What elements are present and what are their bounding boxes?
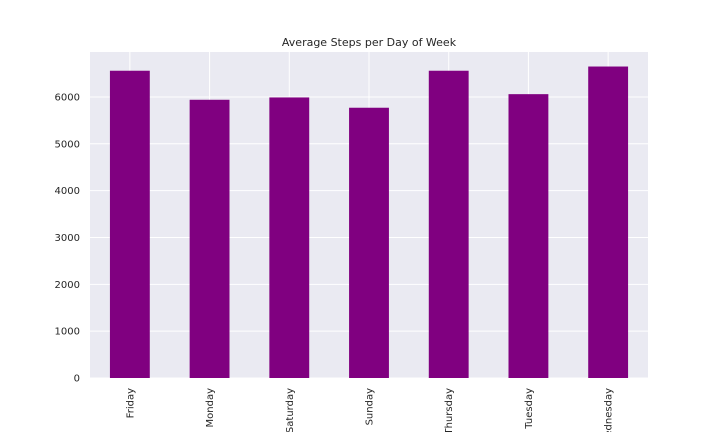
x-tick-label: Saturday bbox=[285, 388, 296, 432]
bar-friday bbox=[109, 70, 150, 379]
bar-thursday bbox=[428, 70, 469, 379]
bar-wednesday bbox=[588, 66, 629, 379]
x-tick-label: Wednesday bbox=[604, 388, 615, 432]
y-axis-ticks: 0 1000 2000 3000 4000 5000 6000 bbox=[55, 92, 80, 384]
bar-sunday bbox=[349, 107, 389, 379]
y-tick-label: 4000 bbox=[55, 186, 80, 197]
x-tick-label: Monday bbox=[205, 388, 216, 428]
y-tick-label: 2000 bbox=[55, 280, 80, 291]
y-tick-label: 3000 bbox=[55, 233, 80, 244]
y-tick-label: 1000 bbox=[55, 327, 80, 338]
bar-saturday bbox=[269, 97, 310, 379]
bar-tuesday bbox=[508, 94, 549, 378]
x-axis-ticks: Friday Monday Saturday Sunday Thursday Tuesda… bbox=[125, 388, 615, 437]
x-tick-label: Thursday bbox=[444, 388, 455, 432]
bar-monday bbox=[189, 99, 230, 378]
x-tick-label: Sunday bbox=[365, 388, 376, 425]
y-tick-label: 0 bbox=[74, 374, 80, 385]
x-tick-label: Tuesday bbox=[524, 388, 535, 430]
y-tick-label: 5000 bbox=[55, 139, 80, 150]
y-tick-label: 6000 bbox=[55, 92, 80, 103]
x-tick-label: Friday bbox=[125, 388, 136, 418]
chart-title: Average Steps per Day of Week bbox=[282, 36, 457, 49]
bars bbox=[109, 66, 629, 379]
